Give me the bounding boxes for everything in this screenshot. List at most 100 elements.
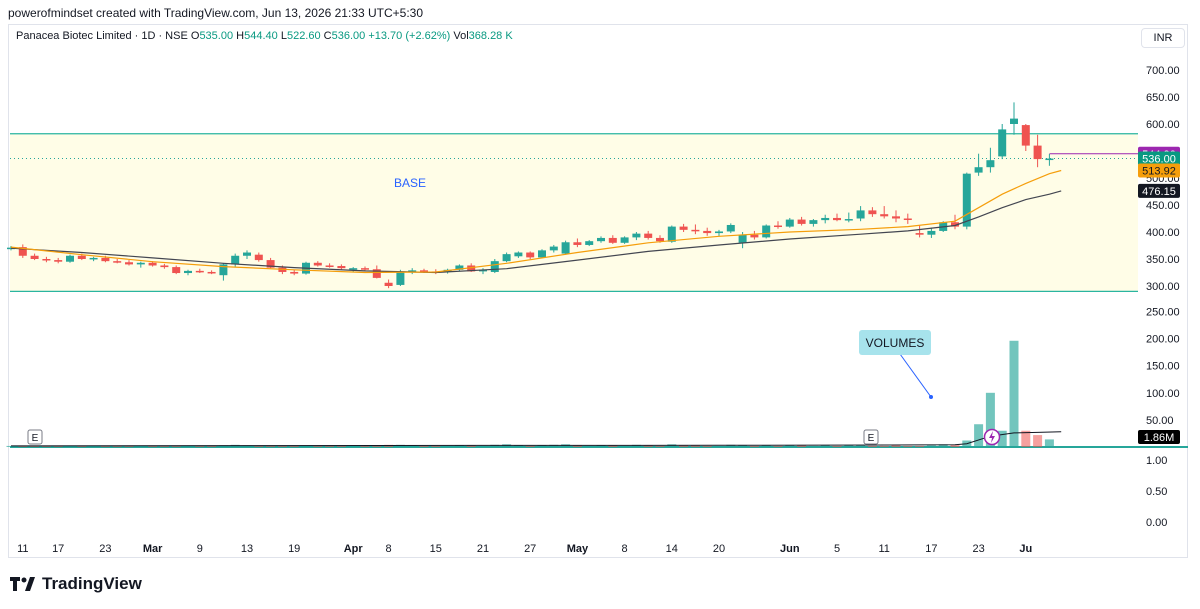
volume-bar[interactable] [313, 445, 323, 447]
volume-bar[interactable] [938, 444, 948, 447]
volume-bar[interactable] [525, 445, 535, 447]
volume-bar[interactable] [1009, 340, 1019, 447]
volume-bar[interactable] [891, 445, 901, 447]
volume-bar[interactable] [926, 445, 936, 447]
candle[interactable] [691, 224, 700, 235]
candle[interactable] [915, 225, 924, 238]
candle[interactable] [620, 236, 629, 244]
volume-bar[interactable] [738, 445, 748, 447]
volume-bar[interactable] [596, 445, 606, 447]
candle[interactable] [667, 225, 676, 243]
volume-bar[interactable] [832, 445, 842, 447]
candle[interactable] [408, 268, 417, 275]
candle[interactable] [526, 251, 535, 259]
volume-bar[interactable] [1044, 439, 1054, 447]
candle[interactable] [903, 213, 912, 224]
volume-bar[interactable] [443, 445, 453, 447]
volume-bar[interactable] [785, 445, 795, 447]
candle[interactable] [927, 227, 936, 238]
volume-bar[interactable] [631, 444, 641, 447]
candle[interactable] [337, 264, 346, 270]
volume-bar[interactable] [903, 445, 913, 447]
volume-bar[interactable] [159, 445, 169, 447]
volume-bar[interactable] [608, 445, 618, 447]
volume-bar[interactable] [301, 445, 311, 447]
volumes-annotation[interactable]: VOLUMES [859, 330, 933, 399]
volume-bar[interactable] [1033, 435, 1043, 447]
candle[interactable] [774, 221, 782, 229]
volume-bar[interactable] [30, 445, 40, 447]
candle[interactable] [349, 267, 358, 272]
volume-bar[interactable] [195, 445, 205, 447]
volume-bar[interactable] [254, 445, 264, 447]
volume-bar[interactable] [124, 445, 134, 447]
candle[interactable] [880, 206, 889, 219]
candle[interactable] [892, 210, 900, 223]
volume-bar[interactable] [65, 445, 75, 447]
volume-bar[interactable] [620, 445, 630, 447]
ema-fast-tag[interactable]: 513.92 [1138, 163, 1180, 178]
candle[interactable] [89, 256, 98, 262]
candle[interactable] [998, 124, 1007, 160]
candle[interactable] [195, 268, 204, 274]
candle[interactable] [821, 214, 830, 224]
candle[interactable] [597, 236, 605, 243]
volume-bar[interactable] [679, 445, 689, 447]
volume-bar[interactable] [325, 445, 335, 447]
candle[interactable] [608, 235, 617, 244]
candle[interactable] [18, 244, 27, 258]
candle[interactable] [1045, 154, 1054, 166]
volume-bar[interactable] [112, 445, 122, 447]
volume-bar[interactable] [985, 392, 995, 447]
candle[interactable] [502, 252, 511, 263]
volume-bar[interactable] [478, 445, 488, 447]
candle[interactable] [974, 153, 983, 176]
volume-bar[interactable] [915, 445, 925, 447]
volume-bar[interactable] [89, 445, 99, 447]
candle[interactable] [785, 217, 794, 228]
volume-bar[interactable] [537, 445, 547, 447]
candle[interactable] [762, 224, 771, 239]
candle[interactable] [490, 259, 499, 274]
candle[interactable] [514, 251, 523, 258]
volume-bar[interactable] [490, 444, 500, 447]
candle[interactable] [750, 230, 759, 240]
candle[interactable] [1010, 102, 1018, 135]
volume-bar[interactable] [431, 445, 441, 447]
volume-bar[interactable] [1021, 430, 1031, 447]
currency-selector[interactable]: INR [1141, 28, 1185, 48]
volume-bar[interactable] [218, 445, 228, 447]
ema-fast-line[interactable] [10, 169, 1062, 274]
candle[interactable] [479, 268, 487, 275]
earnings-marker[interactable]: E [27, 429, 43, 445]
candle[interactable] [66, 254, 74, 263]
volume-bar[interactable] [454, 445, 464, 447]
volume-bar[interactable] [856, 445, 866, 447]
volume-bar[interactable] [867, 445, 877, 447]
volume-bar[interactable] [242, 445, 252, 447]
candle[interactable] [549, 244, 558, 253]
volume-bar[interactable] [348, 445, 358, 447]
candle[interactable] [113, 259, 122, 264]
volume-bar[interactable] [466, 445, 476, 447]
candle[interactable] [703, 227, 712, 236]
volume-bar[interactable] [183, 445, 193, 447]
volume-bar[interactable] [997, 430, 1007, 447]
volume-bar[interactable] [18, 445, 28, 447]
candle[interactable] [962, 172, 971, 230]
candle[interactable] [986, 147, 995, 173]
last-price-tag[interactable]: 536.00 [1138, 151, 1180, 166]
candle[interactable] [42, 256, 51, 263]
candle[interactable] [455, 264, 464, 271]
volume-bar[interactable] [974, 424, 984, 447]
earnings-marker[interactable]: E [863, 429, 879, 445]
volume-bar[interactable] [207, 445, 217, 447]
volume-bar[interactable] [773, 445, 783, 447]
candle[interactable] [160, 263, 169, 269]
candle[interactable] [207, 270, 216, 275]
candle[interactable] [30, 253, 39, 261]
volume-bar[interactable] [266, 445, 276, 447]
candle[interactable] [644, 230, 653, 240]
volume-bar[interactable] [808, 445, 818, 447]
